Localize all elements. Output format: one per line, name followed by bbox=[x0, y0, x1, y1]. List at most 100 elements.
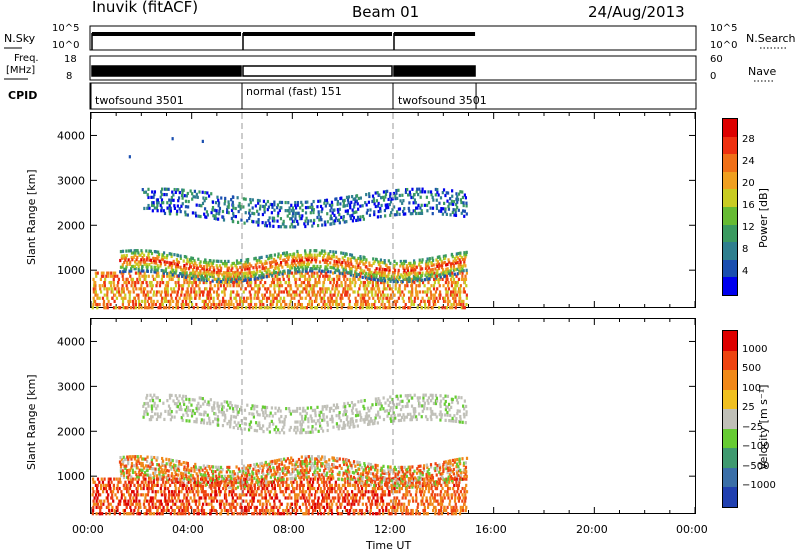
heatmap-cell bbox=[314, 422, 318, 426]
heatmap-cell bbox=[449, 293, 452, 297]
heatmap-cell bbox=[229, 293, 232, 297]
nave-label: Nave bbox=[748, 65, 777, 78]
heatmap-cell bbox=[216, 195, 219, 199]
heatmap-cell bbox=[454, 213, 458, 217]
heatmap-cell bbox=[331, 203, 334, 207]
heatmap-cell bbox=[167, 473, 170, 478]
heatmap-cell bbox=[322, 499, 326, 503]
heatmap-cell bbox=[137, 293, 140, 297]
heatmap-cell bbox=[126, 490, 129, 494]
heatmap-cell bbox=[332, 263, 335, 267]
heatmap-cell bbox=[235, 465, 238, 469]
heatmap-cell bbox=[266, 480, 270, 484]
heatmap-cell bbox=[290, 271, 294, 275]
heatmap-cell bbox=[174, 464, 177, 468]
heatmap-cell bbox=[120, 490, 123, 494]
heatmap-cell bbox=[336, 293, 340, 297]
heatmap-cell bbox=[456, 260, 459, 265]
heatmap-cell bbox=[432, 284, 436, 288]
heatmap-cell bbox=[319, 199, 322, 203]
nsearch-tick-top: 10^5 bbox=[710, 23, 738, 34]
heatmap-cell bbox=[281, 299, 285, 304]
heatmap-cell bbox=[414, 277, 418, 281]
heatmap-cell bbox=[301, 493, 304, 497]
heatmap-cell bbox=[355, 299, 358, 304]
heatmap-cell bbox=[214, 493, 217, 497]
heatmap-cell bbox=[319, 287, 322, 291]
heatmap-cell bbox=[234, 263, 237, 268]
heatmap-cell bbox=[350, 262, 353, 266]
heatmap-cell bbox=[347, 284, 350, 288]
heatmap-cell bbox=[181, 188, 184, 192]
heatmap-cell bbox=[386, 306, 390, 310]
heatmap-cell bbox=[452, 259, 455, 263]
heatmap-cell bbox=[144, 457, 147, 461]
heatmap-cell bbox=[192, 508, 196, 513]
heatmap-cell bbox=[336, 202, 339, 206]
heatmap-cell bbox=[137, 306, 141, 310]
heatmap-cell bbox=[210, 480, 214, 484]
heatmap-cell bbox=[436, 287, 439, 291]
heatmap-cell bbox=[238, 424, 241, 428]
heatmap-cell bbox=[162, 401, 165, 405]
heatmap-cell bbox=[260, 255, 263, 260]
heatmap-cell bbox=[236, 472, 240, 476]
heatmap-cell bbox=[287, 269, 290, 273]
heatmap-cell bbox=[304, 409, 307, 413]
heatmap-cell bbox=[257, 290, 261, 294]
heatmap-cell bbox=[119, 467, 123, 471]
heatmap-cell bbox=[179, 471, 183, 475]
heatmap-cell bbox=[210, 508, 213, 513]
heatmap-cell bbox=[373, 210, 376, 214]
heatmap-cell bbox=[303, 222, 306, 226]
heatmap-cell bbox=[291, 483, 294, 488]
heatmap-cell bbox=[265, 290, 268, 294]
heatmap-cell bbox=[154, 502, 157, 506]
heatmap-cell bbox=[314, 475, 317, 479]
heatmap-cell bbox=[255, 490, 258, 494]
heatmap-cell bbox=[132, 302, 135, 307]
heatmap-cell bbox=[340, 263, 343, 267]
heatmap-cell bbox=[127, 499, 130, 503]
heatmap-cell bbox=[410, 195, 413, 200]
heatmap-cell bbox=[359, 306, 362, 310]
heatmap-cell bbox=[226, 280, 230, 284]
heatmap-cell bbox=[373, 277, 376, 282]
heatmap-cell bbox=[133, 483, 136, 488]
heatmap-cell bbox=[300, 284, 303, 288]
heatmap-cell bbox=[113, 512, 116, 516]
heatmap-cell bbox=[176, 396, 179, 400]
heatmap-cell bbox=[237, 209, 240, 214]
heatmap-cell bbox=[299, 490, 302, 494]
heatmap-cell bbox=[297, 457, 301, 462]
heatmap-cell bbox=[198, 287, 201, 291]
heatmap-cell bbox=[132, 287, 135, 291]
heatmap-cell bbox=[314, 427, 317, 431]
heatmap-cell bbox=[407, 206, 410, 211]
heatmap-cell bbox=[153, 412, 157, 416]
heatmap-cell bbox=[135, 258, 138, 262]
heatmap-cell bbox=[175, 410, 178, 414]
heatmap-cell bbox=[163, 192, 166, 197]
heatmap-cell bbox=[275, 296, 278, 300]
heatmap-cell bbox=[184, 299, 188, 304]
heatmap-cell bbox=[411, 211, 414, 216]
heatmap-cell bbox=[183, 508, 186, 513]
heatmap-cell bbox=[151, 496, 154, 500]
heatmap-cell bbox=[369, 208, 372, 212]
heatmap-cell bbox=[209, 259, 212, 263]
heatmap-cell bbox=[189, 473, 192, 477]
heatmap-cell bbox=[215, 474, 218, 478]
heatmap-cell bbox=[460, 265, 463, 269]
heatmap-cell bbox=[270, 253, 273, 258]
heatmap-cell bbox=[262, 502, 265, 506]
heatmap-cell bbox=[218, 206, 222, 211]
heatmap-cell bbox=[159, 195, 162, 199]
heatmap-cell bbox=[318, 459, 321, 463]
heatmap-cell bbox=[232, 481, 235, 485]
heatmap-cell bbox=[150, 287, 154, 291]
heatmap-cell bbox=[127, 302, 131, 307]
heatmap-cell bbox=[162, 473, 165, 477]
heatmap-cell bbox=[451, 194, 454, 198]
heatmap-cell bbox=[445, 267, 448, 271]
